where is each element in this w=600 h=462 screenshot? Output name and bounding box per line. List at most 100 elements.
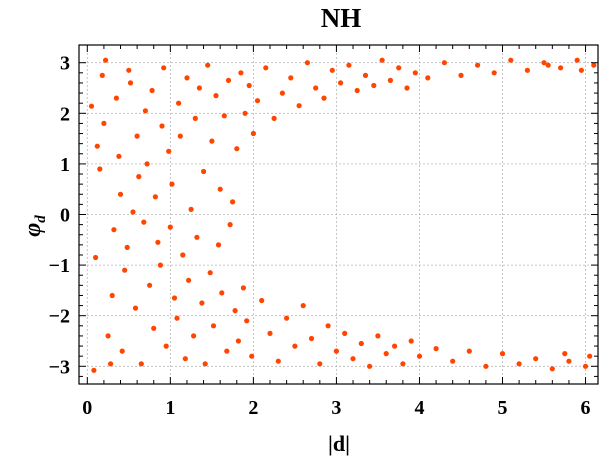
data-point — [288, 75, 294, 81]
data-point — [134, 133, 140, 139]
data-point — [338, 80, 344, 86]
data-point — [210, 323, 217, 329]
data-point — [404, 85, 410, 91]
data-point — [105, 333, 111, 339]
data-point — [171, 295, 178, 301]
data-point — [88, 103, 95, 109]
data-point — [244, 318, 250, 324]
data-point — [483, 363, 489, 369]
y-axis-label-subscript: d — [33, 215, 49, 223]
data-point — [111, 227, 117, 233]
x-tick-label: 5 — [498, 397, 508, 419]
data-point — [591, 62, 597, 68]
data-point — [117, 191, 124, 197]
data-point — [174, 315, 180, 321]
y-tick-label: −1 — [49, 255, 70, 277]
data-point — [545, 62, 551, 68]
chart-title: NH — [321, 3, 362, 33]
y-tick-label: 2 — [60, 103, 70, 125]
data-point — [242, 110, 248, 116]
x-tick-label: 6 — [581, 397, 591, 419]
data-point — [342, 330, 348, 336]
data-point — [157, 262, 163, 268]
data-point — [249, 353, 255, 359]
data-point — [574, 57, 580, 63]
data-point — [358, 340, 364, 347]
y-tick-label: 0 — [60, 205, 70, 227]
data-point — [267, 330, 273, 336]
data-point — [392, 343, 398, 349]
data-point — [433, 346, 439, 352]
data-point — [246, 82, 252, 89]
data-point — [151, 325, 157, 331]
data-point — [97, 166, 103, 172]
data-point — [132, 305, 139, 311]
data-point — [213, 93, 219, 99]
data-point — [533, 356, 539, 362]
x-tick-label: 4 — [414, 397, 424, 419]
data-point — [232, 308, 238, 314]
data-point — [209, 138, 215, 144]
data-point — [466, 348, 472, 354]
data-point — [103, 57, 109, 63]
data-point — [396, 65, 402, 71]
data-point — [284, 315, 290, 321]
data-point — [196, 85, 202, 91]
data-point — [325, 323, 331, 329]
data-point — [450, 358, 456, 364]
data-point — [169, 181, 175, 187]
data-point — [136, 174, 142, 180]
data-point — [149, 87, 155, 94]
data-point — [329, 67, 335, 73]
data-point — [221, 113, 227, 119]
data-point — [217, 186, 223, 192]
data-point — [122, 267, 128, 273]
data-point — [205, 62, 211, 68]
data-point — [346, 62, 352, 68]
data-point — [113, 95, 119, 101]
data-point — [166, 148, 172, 154]
data-point — [362, 72, 369, 78]
data-point — [387, 77, 393, 83]
data-point — [441, 60, 447, 66]
data-point — [508, 57, 514, 63]
data-point — [186, 277, 192, 283]
data-point — [234, 146, 240, 152]
data-point — [238, 70, 244, 76]
data-point — [116, 153, 122, 159]
data-point — [130, 209, 136, 215]
data-point — [202, 361, 208, 367]
data-point — [558, 65, 564, 71]
data-point — [108, 361, 114, 367]
y-tick-label: 3 — [60, 53, 70, 75]
y-axis-label: φd — [20, 215, 49, 237]
data-point — [99, 72, 105, 78]
data-point — [549, 366, 555, 372]
data-point — [177, 133, 183, 139]
axis-ticks: 0 1 2 3 4 5 6 −3 −2 −1 0 1 2 3 — [49, 45, 598, 419]
grid-lines — [79, 45, 598, 384]
data-point — [159, 123, 165, 129]
x-tick-label: 1 — [165, 397, 175, 419]
data-point — [144, 161, 150, 167]
data-point — [167, 224, 173, 230]
data-point — [279, 90, 285, 96]
data-point — [176, 100, 182, 106]
y-tick-label: 1 — [60, 154, 70, 176]
data-point — [109, 292, 115, 299]
data-point — [541, 60, 547, 66]
data-point — [587, 353, 593, 359]
data-point — [124, 244, 130, 250]
data-point — [566, 358, 572, 364]
data-point — [182, 356, 188, 362]
data-point — [91, 367, 97, 373]
data-point — [225, 77, 232, 83]
data-point — [367, 363, 373, 369]
data-point — [275, 358, 281, 364]
x-tick-label: 0 — [82, 397, 92, 419]
y-tick-label: −3 — [49, 356, 70, 378]
data-point — [215, 242, 222, 248]
data-point — [383, 351, 389, 357]
data-point — [296, 103, 302, 109]
data-point — [321, 95, 327, 101]
